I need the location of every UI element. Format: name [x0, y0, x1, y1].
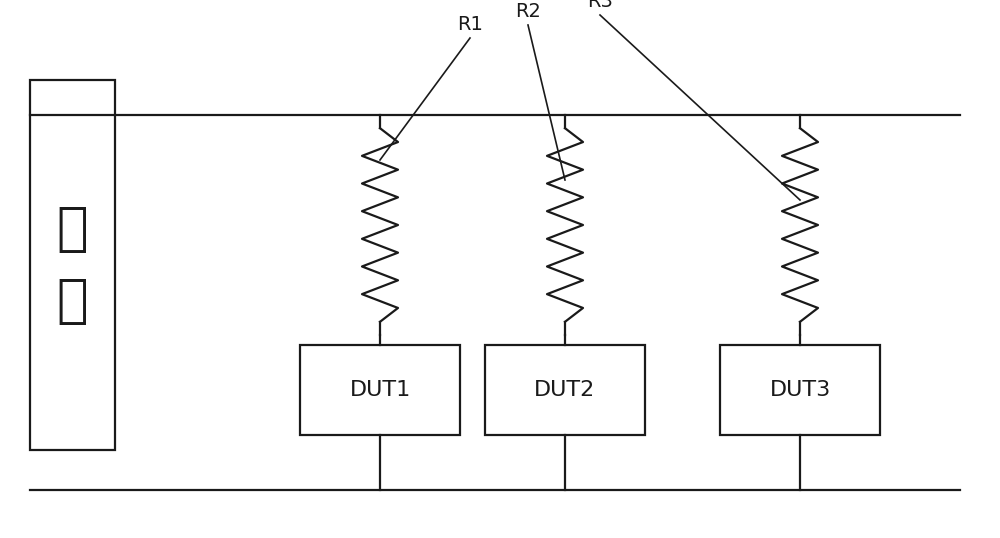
Bar	[485, 345, 645, 435]
Text: DUT3: DUT3	[769, 380, 831, 400]
Text: DUT2: DUT2	[534, 380, 596, 400]
Bar	[300, 345, 460, 435]
Text: DUT1: DUT1	[349, 380, 411, 400]
Text: R3: R3	[587, 0, 613, 11]
Bar	[720, 345, 880, 435]
Bar	[30, 80, 115, 450]
Text: 电
源: 电 源	[57, 203, 88, 327]
Text: R1: R1	[457, 15, 483, 34]
Text: R2: R2	[515, 2, 541, 21]
